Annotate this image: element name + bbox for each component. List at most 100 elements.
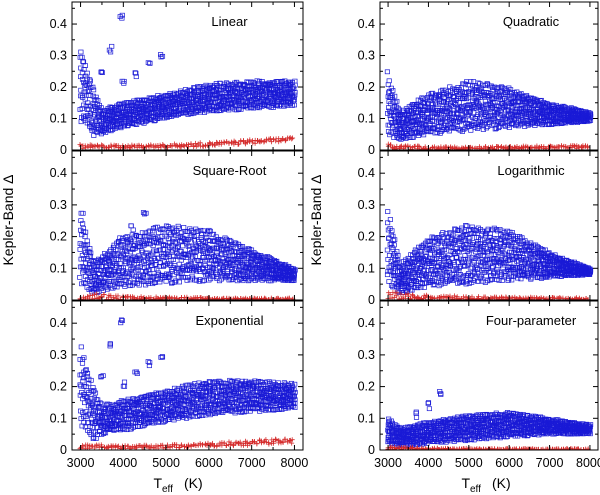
blue-square-point xyxy=(190,254,196,260)
red-cross-point xyxy=(422,144,428,150)
blue-square-point xyxy=(98,69,104,75)
blue-square-point xyxy=(124,234,130,239)
blue-square-point xyxy=(461,126,467,132)
blue-square-point xyxy=(158,52,164,57)
blue-square-point xyxy=(430,117,436,123)
blue-square-point xyxy=(495,109,501,115)
blue-square-point xyxy=(467,234,473,240)
red-cross-point xyxy=(416,143,422,149)
blue-square-point xyxy=(459,225,465,231)
blue-square-point xyxy=(194,243,200,249)
blue-square-point xyxy=(425,239,432,245)
blue-square-point xyxy=(208,276,214,282)
red-cross-point xyxy=(129,144,135,150)
blue-square-point xyxy=(499,120,505,126)
blue-square-point xyxy=(434,124,440,130)
red-cross-point xyxy=(581,296,587,300)
blue-square-point xyxy=(95,114,101,120)
blue-square-point xyxy=(150,225,157,231)
blue-square-point xyxy=(384,69,390,75)
red-cross-point xyxy=(420,296,426,300)
blue-square-point xyxy=(466,236,472,241)
blue-square-point xyxy=(147,271,153,276)
blue-square-point xyxy=(116,239,122,245)
red-cross-point xyxy=(94,291,100,297)
red-cross-point xyxy=(491,146,497,150)
blue-square-point xyxy=(532,96,538,102)
blue-square-point xyxy=(122,256,128,262)
blue-square-point xyxy=(446,97,452,102)
blue-square-point xyxy=(172,239,178,245)
blue-square-point xyxy=(84,238,90,244)
red-cross-point xyxy=(157,142,163,148)
blue-square-point xyxy=(506,242,512,248)
red-cross-point xyxy=(212,142,218,148)
blue-square-point xyxy=(266,258,272,264)
blue-square-point xyxy=(168,226,174,232)
blue-square-point xyxy=(130,227,136,233)
blue-square-point xyxy=(478,273,484,279)
blue-square-point xyxy=(385,122,391,128)
blue-square-point xyxy=(494,245,500,251)
blue-square-point xyxy=(207,238,213,244)
blue-square-point xyxy=(117,104,124,110)
red-cross-point xyxy=(188,295,194,300)
blue-square-point xyxy=(418,284,424,290)
blue-square-point xyxy=(515,93,521,99)
blue-square-point xyxy=(87,253,93,259)
blue-square-point xyxy=(263,86,270,92)
blue-square-point xyxy=(79,253,85,258)
blue-square-point xyxy=(245,105,251,111)
blue-square-point xyxy=(220,106,226,111)
blue-square-point xyxy=(141,211,148,217)
blue-square-point xyxy=(451,238,457,244)
blue-square-point xyxy=(500,234,506,240)
blue-square-point xyxy=(175,274,181,280)
blue-square-point xyxy=(443,116,449,122)
blue-square-point xyxy=(384,247,390,253)
blue-square-point xyxy=(245,246,251,251)
blue-square-point xyxy=(292,78,298,84)
red-cross-point xyxy=(136,143,142,149)
blue-square-point xyxy=(240,269,246,275)
panel-title: Linear xyxy=(211,14,248,29)
y-tick-label: 0 xyxy=(60,293,67,307)
red-cross-point xyxy=(284,296,290,300)
blue-square-point xyxy=(512,248,519,254)
markers-layer xyxy=(384,69,594,150)
blue-square-point xyxy=(127,271,133,277)
blue-square-point xyxy=(468,86,474,92)
blue-square-point xyxy=(532,270,538,276)
blue-square-point xyxy=(388,241,394,246)
blue-square-point xyxy=(549,253,555,259)
blue-square-point xyxy=(538,276,545,281)
blue-square-point xyxy=(431,260,437,266)
blue-square-point xyxy=(448,261,454,267)
blue-square-point xyxy=(256,78,263,84)
y-tick-label: 0.3 xyxy=(50,49,67,63)
blue-square-point xyxy=(445,242,451,248)
blue-square-point xyxy=(79,54,85,60)
blue-square-point xyxy=(151,248,157,254)
blue-square-point xyxy=(459,118,465,123)
blue-square-point xyxy=(197,277,203,282)
blue-square-point xyxy=(99,70,105,75)
blue-square-point xyxy=(460,280,466,285)
blue-square-point xyxy=(425,125,431,131)
blue-square-point xyxy=(81,280,87,285)
blue-square-point xyxy=(421,285,427,290)
series-blue-squares xyxy=(384,209,594,295)
red-cross-point xyxy=(155,295,161,300)
blue-square-point xyxy=(388,283,395,288)
red-cross-point xyxy=(105,144,111,150)
blue-square-point xyxy=(77,54,83,60)
red-cross-point xyxy=(261,139,267,145)
blue-square-point xyxy=(90,84,96,90)
blue-square-point xyxy=(519,99,526,105)
blue-square-point xyxy=(137,240,143,245)
blue-square-point xyxy=(187,234,193,240)
blue-square-point xyxy=(124,249,130,254)
blue-square-point xyxy=(185,252,191,258)
blue-square-point xyxy=(93,97,99,102)
blue-square-point xyxy=(465,95,471,101)
